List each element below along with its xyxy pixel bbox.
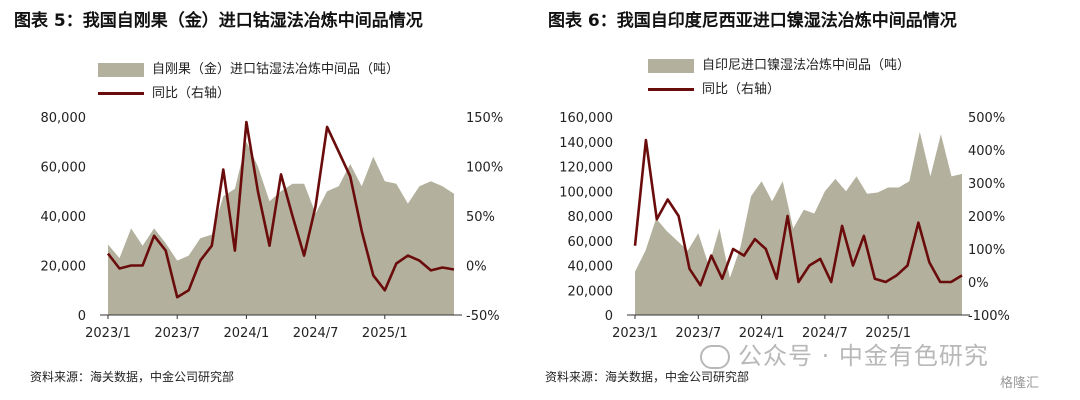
legend-line-swatch (98, 92, 144, 95)
left-area-series (108, 141, 454, 315)
right-legend-area: 自印尼进口镍湿法冶炼中间品（吨） (648, 54, 910, 78)
right-y-right-tick: 100% (968, 243, 1005, 258)
right-y-right-tick: 300% (968, 177, 1005, 192)
legend-line-swatch (648, 88, 694, 91)
right-y-left-tick: 60,000 (568, 235, 614, 250)
right-x-tick-label: 2024/7 (802, 326, 848, 341)
right-y-right-tick: 0% (968, 276, 989, 291)
right-y-right-tick: 500% (968, 111, 1005, 126)
left-source-note: 资料来源：海关数据，中金公司研究部 (30, 370, 235, 384)
right-y-left-tick: 140,000 (559, 136, 613, 151)
left-legend-area-label: 自刚果（金）进口钴湿法冶炼中间品（吨） (152, 62, 400, 77)
legend-area-swatch (648, 58, 694, 73)
right-y-left-tick: 80,000 (568, 210, 614, 225)
left-legend-area: 自刚果（金）进口钴湿法冶炼中间品（吨） (98, 58, 399, 82)
right-y-left-tick: 0 (605, 309, 613, 324)
right-legend-line: 同比（右轴） (648, 78, 910, 102)
right-x-tick-label: 2023/7 (675, 326, 721, 341)
right-source-note: 资料来源：海关数据，中金公司研究部 (545, 370, 750, 384)
left-y-right-tick: 50% (466, 210, 495, 225)
right-yoy-line (633, 138, 963, 287)
right-y-left-tick: 100,000 (559, 185, 613, 200)
right-y-right-tick: 400% (968, 144, 1005, 159)
right-x-tick-label: 2023/1 (612, 326, 658, 341)
left-y-left-tick: 20,000 (41, 260, 87, 275)
watermark-text: 公众号 · 中金有色研究 (738, 342, 989, 370)
left-x-tick-label: 2023/7 (154, 326, 200, 341)
left-y-left-tick: 60,000 (41, 161, 87, 176)
left-x-tick-label: 2024/1 (224, 326, 270, 341)
left-y-right-tick: -50% (466, 309, 500, 324)
right-legend: 自印尼进口镍湿法冶炼中间品（吨） 同比（右轴） (648, 54, 910, 102)
left-y-right-tick: 0% (466, 260, 487, 275)
left-y-left-tick: 80,000 (41, 111, 87, 126)
left-y-left-tick: 0 (78, 309, 86, 324)
right-x-tick-label: 2024/1 (739, 326, 785, 341)
wechat-icon (700, 345, 730, 369)
left-y-right-tick: 100% (466, 161, 503, 176)
right-y-right-tick: -100% (968, 309, 1010, 324)
left-y-left-tick: 40,000 (41, 210, 87, 225)
left-chart-title: 图表 5：我国自刚果（金）进口钴湿法冶炼中间品情况 (14, 11, 423, 31)
right-y-left-tick: 40,000 (568, 260, 614, 275)
right-chart-title: 图表 6：我国自印度尼西亚进口镍湿法冶炼中间品情况 (548, 11, 957, 31)
left-x-tick-label: 2023/1 (85, 326, 131, 341)
legend-area-swatch (98, 62, 144, 77)
left-y-right-tick: 150% (466, 111, 503, 126)
left-legend: 自刚果（金）进口钴湿法冶炼中间品（吨） 同比（右轴） (98, 58, 399, 106)
right-y-left-tick: 160,000 (559, 111, 613, 126)
left-yoy-line (106, 120, 455, 299)
watermark: 公众号 · 中金有色研究 (700, 336, 989, 371)
right-legend-line-label: 同比（右轴） (702, 82, 781, 97)
right-legend-area-label: 自印尼进口镍湿法冶炼中间品（吨） (702, 58, 911, 73)
right-x-tick-label: 2025/1 (865, 326, 911, 341)
left-legend-line: 同比（右轴） (98, 82, 399, 106)
right-area-series (635, 131, 962, 315)
right-y-left-tick: 120,000 (559, 161, 613, 176)
left-x-tick-label: 2025/1 (362, 326, 408, 341)
left-legend-line-label: 同比（右轴） (152, 86, 231, 101)
right-y-left-tick: 20,000 (568, 284, 614, 299)
right-y-right-tick: 200% (968, 210, 1005, 225)
left-x-tick-label: 2024/7 (293, 326, 339, 341)
gelonghui-badge: 格隆汇 (1000, 376, 1040, 391)
